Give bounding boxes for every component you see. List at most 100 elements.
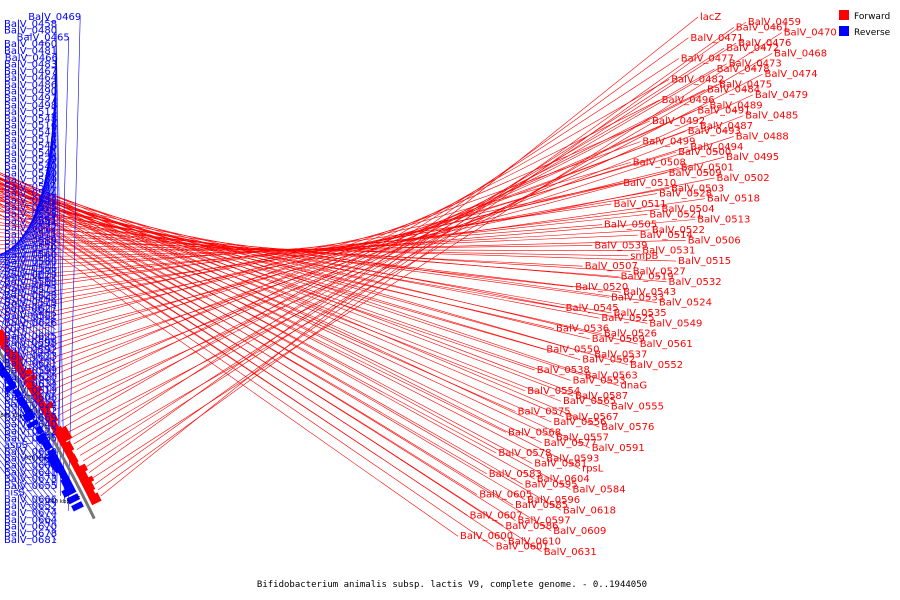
forward-gene-label: BalV_0563 [585,370,638,381]
forward-gene-label: BalV_0493 [688,126,741,137]
forward-gene-label: BalV_0509 [669,168,722,179]
forward-gene-label: BalV_0538 [537,365,590,376]
reverse-gene-label: BalV_0572 [4,223,57,234]
reverse-gene-label: BalV_0579 [4,297,57,308]
reverse-gene-label: BalV_0640 [4,420,57,431]
reverse-gene-label: BalV_0544 [4,182,57,193]
forward-leader-line [79,53,773,456]
forward-leader-line [0,190,638,345]
forward-gene-label: BalV_0585 [515,500,568,511]
reverse-leader-line [0,254,57,258]
reverse-gene-label: BalV_0624 [4,399,57,410]
forward-gene-label: BalV_0489 [710,100,763,111]
reverse-gene-label: BalV_0664 [4,515,57,526]
forward-gene-feature [29,385,43,397]
reverse-gene-label: BalV_0516 [4,121,57,132]
forward-leader-line [76,58,679,450]
forward-leader-line [0,174,610,407]
forward-gene-label: BalV_0526 [604,329,657,340]
forward-gene-label: BalV_0600 [460,531,513,542]
reverse-leader-line [0,220,57,256]
reverse-leader-line [55,23,65,504]
reverse-gene-label: BalV_0467 [4,66,57,77]
forward-gene-label: BalV_0557 [556,433,609,444]
forward-gene-label: BalV_0520 [575,282,628,293]
forward-gene-label: BalV_0554 [527,386,580,397]
reverse-gene-label: BalV_0480 [4,26,57,37]
reverse-leader-line [0,179,57,277]
legend: Forward Reverse [839,10,891,38]
forward-leader-line [0,183,507,433]
forward-leader-line [0,194,516,521]
reverse-gene-label: BalV_0571 [4,229,57,240]
reverse-gene-label: BalV_0582 [4,311,57,322]
reverse-gene-label: BalV_0481 [4,46,57,57]
reverse-leader-line [0,374,57,439]
forward-gene-label: BalV_0518 [707,194,760,205]
forward-gene-label: BalV_0485 [745,111,798,122]
reverse-gene-label: BalV_0599 [4,365,57,376]
forward-leader-line [0,187,535,371]
forward-gene-label: BalV_0470 [784,28,837,39]
forward-leader-line [0,177,619,386]
reverse-gene-label: BalV_0469 [28,12,81,23]
reverse-gene-label: BalV_0566 [4,263,57,274]
forward-leader-line [57,89,706,416]
forward-leader-line [27,136,734,366]
reverse-gene-label: BalV_0540 [4,161,57,172]
forward-leader-line [0,174,581,469]
reverse-gene-label: purT [4,325,28,336]
forward-gene-label: BalV_0507 [585,261,638,272]
forward-leader-line [85,42,737,468]
forward-leader-line [0,196,478,495]
reverse-gene-label: BalV_0678 [4,528,57,539]
forward-leader-line [0,183,516,412]
forward-gene-label: BalV_0495 [726,152,779,163]
reverse-leader-line [67,16,81,511]
forward-leader-line [0,197,542,553]
legend-swatch-reverse [839,26,849,36]
reverse-gene-label: BalV_0573 [4,284,57,295]
forward-leader-line [0,207,494,547]
forward-gene-feature [0,328,9,344]
reverse-leader-line [0,314,57,364]
reverse-gene-label: BalV_0498 [4,100,57,111]
forward-gene-label: BalV_0513 [697,215,750,226]
forward-leader-line [0,182,562,511]
forward-gene-label: BalV_0535 [614,308,667,319]
forward-gene-feature [22,373,37,386]
forward-gene-label: BalV_0552 [630,360,683,371]
forward-leader-line [0,178,542,444]
forward-leader-line [0,177,555,438]
forward-leader-line [0,179,574,397]
reverse-leader-line [0,269,57,290]
forward-leader-line [0,204,600,319]
forward-gene-label: BalV_0500 [678,147,731,158]
forward-gene-label: BalV_0576 [601,422,654,433]
reverse-gene-label: BalV_0623 [4,352,57,363]
forward-gene-label: BalV_0568 [508,427,561,438]
forward-gene-label: BalV_0459 [748,17,801,28]
forward-leader-line [0,189,552,532]
forward-gene-label: BalV_0607 [470,510,523,521]
reverse-gene-label: BalV_0655 [4,481,57,492]
reverse-gene-feature [0,365,10,379]
forward-gene-label: BalV_0503 [671,183,724,194]
forward-gene-label: BalV_0499 [642,137,695,148]
map-caption: Bifidobacterium animalis subsp. lactis V… [257,580,647,590]
tick-label: 820 kbp [25,456,48,462]
reverse-gene-label: BalV_0465 [17,32,70,43]
forward-leader-line [0,182,571,381]
reverse-gene-feature [15,395,27,407]
reverse-gene-label: BalV_0663 [4,454,57,465]
reverse-leader-line [0,305,57,351]
forward-leader-line [0,172,590,449]
reverse-leader-line [0,200,57,262]
forward-leader-line [0,178,545,459]
forward-leader-line [0,187,526,501]
forward-gene-label: BalV_0562 [582,355,635,366]
forward-gene-label: BalV_0584 [573,485,626,496]
forward-leader-line [0,181,533,464]
reverse-gene-feature [71,501,84,512]
